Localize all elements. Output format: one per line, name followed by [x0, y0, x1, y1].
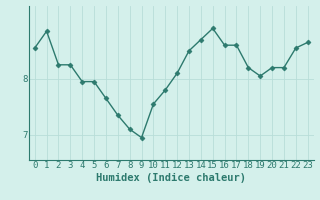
X-axis label: Humidex (Indice chaleur): Humidex (Indice chaleur) [96, 173, 246, 183]
